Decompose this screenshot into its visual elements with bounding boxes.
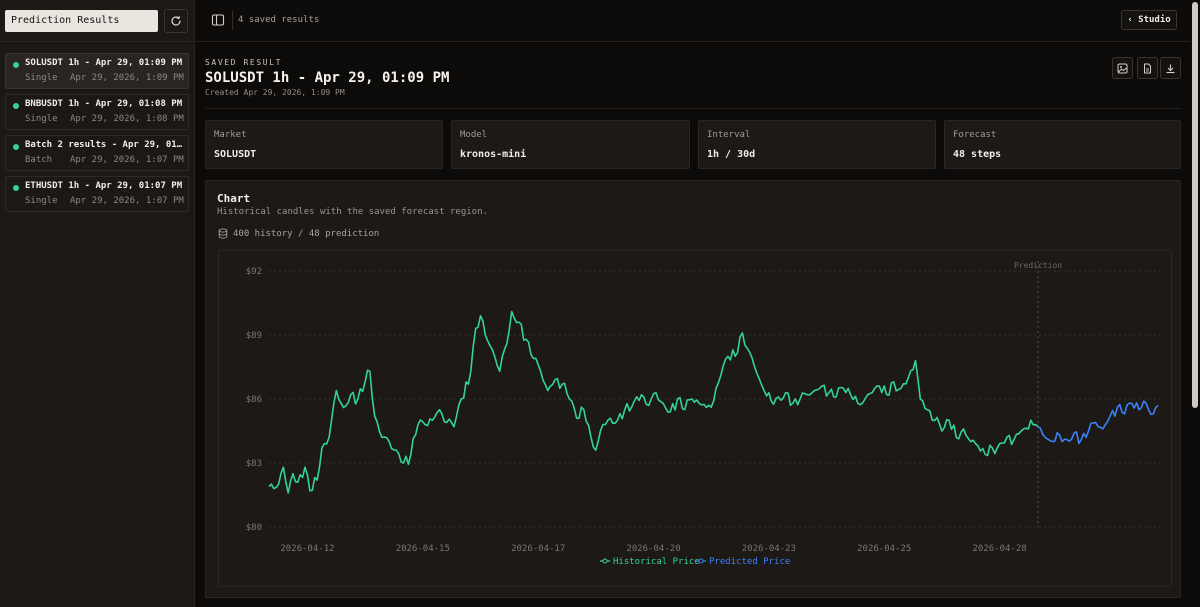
x-tick-label: 2026-04-23 [742, 544, 796, 554]
price-chart: $92 $89 $86 $83 $80 2026-04-12 2026-04-15 2026-… [246, 261, 1163, 567]
status-dot [13, 185, 19, 191]
legend-marker [602, 558, 608, 564]
x-tick-label: 2026-04-15 [396, 544, 450, 554]
result-date: Apr 29, 2026, 1:07 PM [70, 155, 184, 165]
download-icon [1166, 64, 1175, 73]
refresh-icon [171, 16, 181, 26]
y-tick-label: $86 [246, 395, 262, 405]
result-item[interactable]: Batch 2 results - Apr 29, 01:07 PM Batch… [5, 135, 189, 171]
x-tick-label: 2026-04-12 [280, 544, 334, 554]
result-item[interactable]: ETHUSDT 1h - Apr 29, 01:07 PM Single Apr… [5, 176, 189, 212]
stat-card-model: Model kronos-mini [451, 120, 690, 169]
stat-value: kronos-mini [460, 149, 527, 160]
x-tick-label: 2026-04-17 [511, 544, 565, 554]
download-button[interactable] [1160, 57, 1181, 79]
result-name: SOLUSDT 1h - Apr 29, 01:09 PM [25, 58, 183, 68]
saved-count: 4 saved results [238, 15, 320, 25]
result-date: Apr 29, 2026, 1:08 PM [70, 114, 184, 124]
chart-subtitle: Historical candles with the saved foreca… [217, 207, 488, 217]
toolbar-divider [232, 11, 233, 30]
stat-label: Forecast [953, 130, 997, 140]
chevron-left-icon: ‹ [1127, 15, 1133, 25]
studio-label: Studio [1138, 15, 1171, 25]
studio-button[interactable]: ‹ Studio [1121, 10, 1177, 30]
scroll-thumb[interactable] [1192, 2, 1198, 408]
legend-marker [698, 558, 704, 564]
y-tick-label: $89 [246, 331, 262, 341]
stat-value: 48 steps [953, 149, 1002, 160]
chart-panel: Chart Historical candles with the saved … [205, 180, 1181, 598]
top-bar: 4 saved results ‹ Studio [196, 0, 1190, 42]
plot-area: $92 $89 $86 $83 $80 2026-04-12 2026-04-15 2026-… [218, 250, 1172, 587]
historical-price-line [268, 310, 1039, 494]
refresh-button[interactable] [164, 9, 188, 33]
stat-label: Market [214, 130, 247, 140]
database-icon [218, 228, 228, 239]
result-type: Batch [25, 155, 53, 165]
stat-card-forecast: Forecast 48 steps [944, 120, 1181, 169]
x-tick-label: 2026-04-28 [972, 544, 1026, 554]
sidebar-title[interactable]: Prediction Results [5, 10, 158, 32]
result-item[interactable]: SOLUSDT 1h - Apr 29, 01:09 PM Single Apr… [5, 53, 189, 89]
result-date: Apr 29, 2026, 1:07 PM [70, 196, 184, 206]
file-icon [1144, 63, 1151, 73]
export-file-button[interactable] [1137, 57, 1158, 79]
stat-card-interval: Interval 1h / 30d [698, 120, 936, 169]
result-name: BNBUSDT 1h - Apr 29, 01:08 PM [25, 99, 183, 109]
predicted-price-line [1037, 400, 1159, 445]
result-type: Single [25, 73, 58, 83]
export-image-button[interactable] [1112, 57, 1133, 79]
results-list: SOLUSDT 1h - Apr 29, 01:09 PM Single Apr… [5, 53, 189, 217]
chart-title: Chart [217, 192, 251, 205]
stat-label: Model [460, 130, 488, 140]
header-eyebrow: SAVED RESULT [205, 58, 282, 67]
result-date: Apr 29, 2026, 1:09 PM [70, 73, 184, 83]
result-type: Single [25, 196, 58, 206]
y-tick-label: $80 [246, 523, 262, 533]
result-type: Single [25, 114, 58, 124]
stat-value: SOLUSDT [214, 149, 257, 160]
status-dot [13, 103, 19, 109]
result-item[interactable]: BNBUSDT 1h - Apr 29, 01:08 PM Single Apr… [5, 94, 189, 130]
y-tick-label: $83 [246, 459, 262, 469]
stat-value: 1h / 30d [707, 149, 756, 160]
header-divider [205, 108, 1181, 109]
y-tick-label: $92 [246, 267, 262, 277]
created-timestamp: Created Apr 29, 2026, 1:09 PM [205, 88, 345, 97]
page-scrollbar[interactable] [1190, 0, 1200, 607]
image-icon [1117, 63, 1128, 73]
sidebar-header: Prediction Results [0, 0, 195, 42]
data-counts: 400 history / 48 prediction [233, 229, 380, 239]
result-name: ETHUSDT 1h - Apr 29, 01:07 PM [25, 181, 183, 191]
legend-label: Historical Price [613, 557, 700, 567]
legend-label: Predicted Price [709, 557, 790, 567]
sidebar: Prediction Results SOLUSDT 1h - Apr 29, … [0, 0, 195, 607]
sidebar-toggle-icon[interactable] [210, 12, 226, 28]
x-tick-label: 2026-04-25 [857, 544, 911, 554]
page-title: SOLUSDT 1h - Apr 29, 01:09 PM [205, 70, 450, 86]
result-name: Batch 2 results - Apr 29, 01:07 PM [25, 140, 185, 150]
prediction-label: Prediction [1014, 261, 1062, 270]
status-dot [13, 144, 19, 150]
stat-label: Interval [707, 130, 751, 140]
stat-card-market: Market SOLUSDT [205, 120, 443, 169]
x-tick-label: 2026-04-20 [626, 544, 680, 554]
status-dot [13, 62, 19, 68]
